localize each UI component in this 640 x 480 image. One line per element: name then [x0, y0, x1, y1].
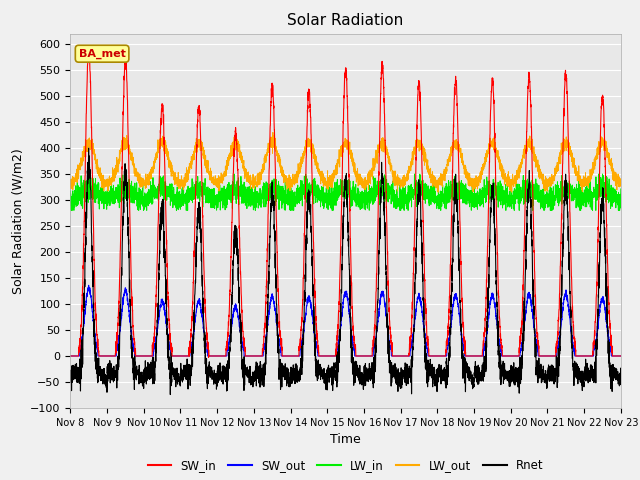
Rnet — [325, 367, 333, 373]
SW_in — [500, 353, 508, 359]
Rnet — [166, 392, 174, 397]
SW_in — [616, 353, 624, 359]
SW_out — [67, 353, 74, 359]
Rnet — [616, 382, 624, 387]
Line: LW_out: LW_out — [70, 132, 621, 192]
SW_out — [617, 353, 625, 359]
SW_in — [617, 353, 625, 359]
SW_out — [438, 353, 446, 359]
Rnet — [84, 145, 92, 151]
LW_out — [166, 158, 173, 164]
LW_out — [269, 130, 276, 135]
LW_out — [500, 173, 508, 179]
SW_in — [439, 353, 447, 359]
Text: BA_met: BA_met — [79, 48, 125, 59]
SW_in — [325, 353, 333, 359]
SW_in — [205, 355, 212, 360]
Legend: SW_in, SW_out, LW_in, LW_out, Rnet: SW_in, SW_out, LW_in, LW_out, Rnet — [143, 455, 548, 477]
LW_out — [435, 189, 442, 195]
LW_in — [67, 188, 74, 194]
SW_out — [469, 353, 477, 359]
Line: LW_in: LW_in — [70, 174, 621, 210]
LW_out — [325, 180, 333, 186]
SW_out — [325, 353, 333, 359]
LW_in — [325, 188, 333, 194]
LW_in — [617, 186, 625, 192]
LW_in — [616, 205, 624, 211]
LW_in — [230, 171, 238, 177]
LW_out — [616, 176, 624, 181]
SW_in — [469, 353, 477, 359]
LW_out — [469, 182, 477, 188]
SW_out — [84, 282, 92, 288]
LW_in — [500, 191, 508, 196]
Rnet — [439, 368, 447, 373]
Rnet — [500, 368, 508, 374]
Line: SW_out: SW_out — [70, 285, 621, 356]
SW_out — [616, 353, 624, 359]
LW_in — [469, 197, 477, 203]
SW_in — [84, 43, 92, 49]
Title: Solar Radiation: Solar Radiation — [287, 13, 404, 28]
LW_out — [67, 186, 74, 192]
Rnet — [617, 375, 625, 381]
Rnet — [469, 381, 477, 386]
Line: Rnet: Rnet — [70, 148, 621, 395]
LW_out — [439, 175, 447, 180]
Rnet — [67, 372, 74, 377]
SW_out — [166, 344, 173, 349]
Y-axis label: Solar Radiation (W/m2): Solar Radiation (W/m2) — [12, 148, 25, 294]
LW_in — [439, 182, 447, 188]
SW_out — [500, 353, 508, 359]
LW_in — [67, 207, 75, 213]
SW_in — [166, 322, 173, 328]
X-axis label: Time: Time — [330, 433, 361, 446]
SW_in — [67, 353, 74, 359]
Rnet — [166, 364, 173, 370]
Line: SW_in: SW_in — [70, 46, 621, 358]
LW_in — [166, 190, 173, 196]
LW_out — [617, 179, 625, 185]
